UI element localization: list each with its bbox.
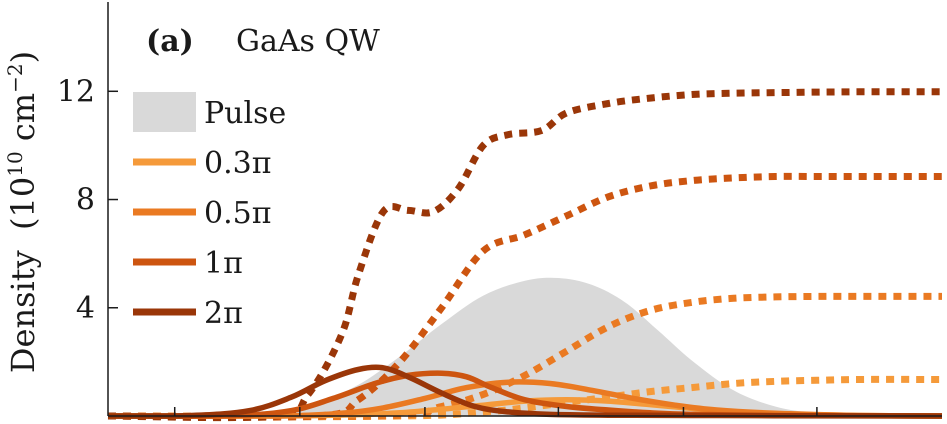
axes-layer: 4 8 12 bbox=[57, 2, 942, 417]
pulse-area bbox=[108, 277, 942, 416]
panel-title: GaAs QW bbox=[236, 24, 380, 59]
pulse-area-layer bbox=[108, 277, 942, 416]
series-3-dotted-line bbox=[107, 172, 942, 421]
legend-label-3: 1π bbox=[204, 246, 243, 281]
y-tick-label: 8 bbox=[76, 183, 95, 218]
series-4-dotted-line bbox=[107, 88, 942, 422]
legend-label-2: 0.5π bbox=[204, 196, 271, 231]
y-tick-label: 4 bbox=[76, 291, 95, 326]
panel-letter: (a) bbox=[146, 24, 194, 59]
legend-label-1: 0.3π bbox=[204, 146, 271, 181]
legend-pulse-swatch bbox=[133, 92, 196, 132]
series-1-dotted-line bbox=[107, 375, 943, 420]
legend-label-4: 2π bbox=[204, 296, 243, 331]
y-axis-label: Density (1010 cm−2) bbox=[3, 51, 42, 373]
y-tick-label: 12 bbox=[57, 74, 95, 109]
legend-pulse-label: Pulse bbox=[204, 96, 286, 131]
legend: Pulse 0.3π 0.5π 1π 2π bbox=[133, 92, 286, 331]
